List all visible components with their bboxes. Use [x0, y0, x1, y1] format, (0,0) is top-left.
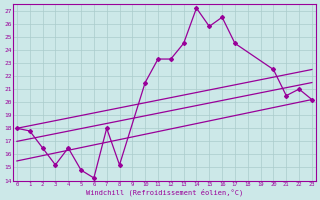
X-axis label: Windchill (Refroidissement éolien,°C): Windchill (Refroidissement éolien,°C): [86, 188, 243, 196]
